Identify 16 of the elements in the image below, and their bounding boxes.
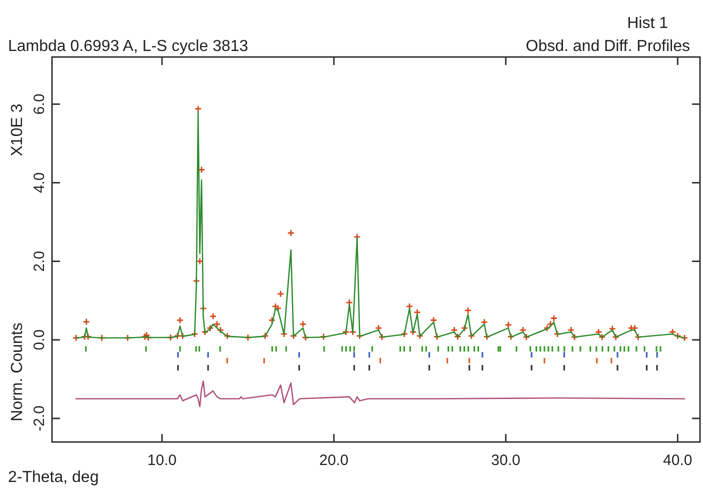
x-axis-title: 2-Theta, deg	[8, 469, 99, 486]
chart-title: Lambda 0.6993 A, L-S cycle 3813	[8, 38, 248, 55]
line-series	[75, 380, 686, 408]
y-tick-label: 6.0	[31, 94, 48, 115]
y-tick-label: 4.0	[31, 172, 48, 194]
x-tick-label: 40.0	[663, 452, 692, 469]
text: Hist 1	[627, 15, 668, 32]
text: X10E 3	[9, 104, 26, 156]
y-tick-label: 0.0	[31, 329, 48, 350]
y-tick-label: 2.0	[31, 250, 48, 272]
x-tick-label: 20.0	[319, 452, 348, 469]
chart-subtitle: Obsd. and Diff. Profiles	[526, 38, 690, 55]
x-tick-label: 30.0	[491, 452, 520, 469]
y-tick-label: -2.0	[31, 406, 48, 432]
x-tick-label: 10.0	[147, 452, 177, 469]
y-axis-title: Norm. Counts	[9, 322, 26, 422]
